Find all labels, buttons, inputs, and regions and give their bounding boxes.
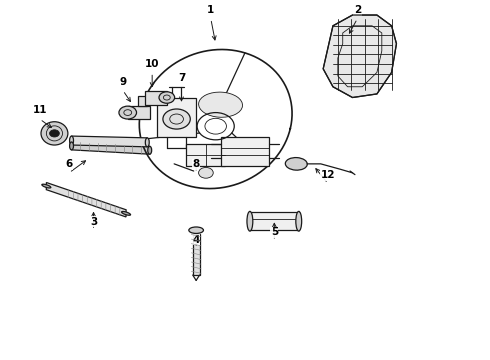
Ellipse shape	[42, 184, 51, 188]
Ellipse shape	[122, 211, 130, 215]
Polygon shape	[186, 144, 225, 166]
Text: 4: 4	[193, 235, 200, 244]
Text: 11: 11	[32, 105, 47, 116]
Ellipse shape	[70, 142, 74, 150]
Polygon shape	[157, 98, 196, 137]
Text: 7: 7	[178, 73, 185, 83]
Polygon shape	[72, 136, 147, 147]
Ellipse shape	[247, 211, 253, 231]
Ellipse shape	[146, 138, 149, 147]
Text: 9: 9	[119, 77, 126, 87]
Circle shape	[119, 106, 137, 119]
Ellipse shape	[296, 211, 302, 231]
Polygon shape	[220, 137, 270, 166]
Ellipse shape	[148, 146, 152, 154]
Text: 10: 10	[145, 59, 159, 69]
Polygon shape	[72, 142, 150, 154]
Polygon shape	[193, 234, 199, 275]
Text: 3: 3	[90, 217, 97, 226]
Ellipse shape	[285, 158, 307, 170]
Text: 12: 12	[321, 170, 335, 180]
Text: 8: 8	[193, 159, 200, 169]
Ellipse shape	[41, 122, 68, 145]
Text: 6: 6	[66, 159, 73, 169]
Ellipse shape	[198, 92, 243, 117]
Circle shape	[198, 167, 213, 178]
Polygon shape	[145, 91, 167, 105]
Circle shape	[49, 130, 59, 137]
Polygon shape	[47, 183, 126, 217]
Polygon shape	[128, 107, 150, 119]
Text: 5: 5	[270, 228, 278, 237]
Circle shape	[163, 109, 190, 129]
Polygon shape	[250, 212, 299, 230]
Text: 1: 1	[207, 5, 215, 15]
Polygon shape	[138, 96, 147, 107]
Ellipse shape	[189, 227, 203, 233]
Text: 2: 2	[354, 5, 361, 15]
Polygon shape	[323, 15, 396, 98]
Ellipse shape	[70, 136, 74, 145]
Circle shape	[159, 92, 174, 103]
